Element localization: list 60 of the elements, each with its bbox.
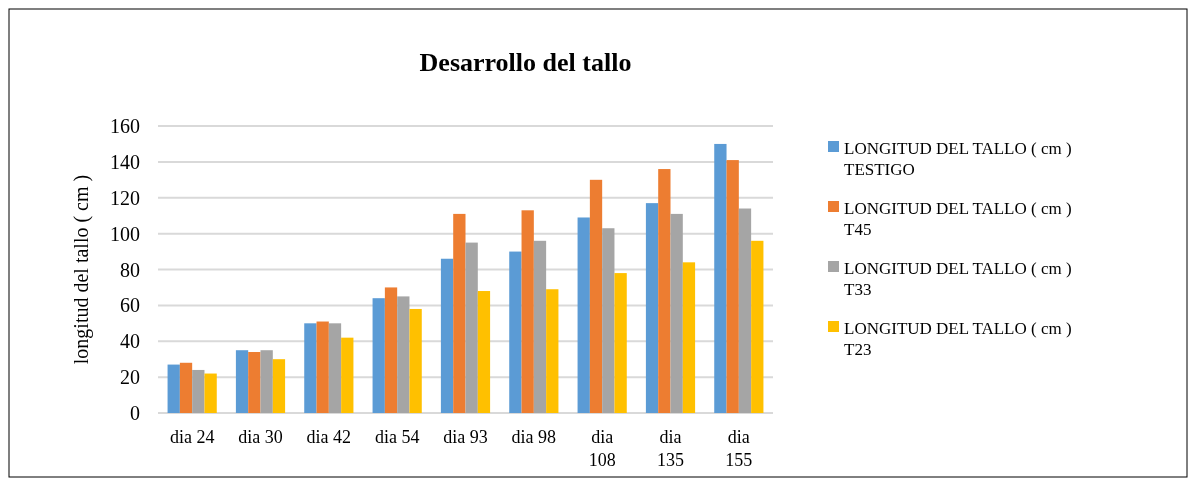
bar — [204, 373, 217, 413]
bar — [179, 362, 193, 413]
bar — [409, 308, 422, 413]
bar — [614, 273, 627, 413]
bar — [372, 298, 385, 413]
bar — [272, 359, 286, 413]
legend-label: LONGITUD DEL TALLO ( cm ) T23 — [844, 318, 1072, 360]
x-tick-label: dia 24 — [169, 427, 215, 447]
bar — [477, 291, 491, 413]
legend-label: LONGITUD DEL TALLO ( cm ) T33 — [844, 258, 1072, 300]
bar — [546, 289, 559, 413]
bar — [658, 169, 671, 413]
x-tick-label: dia 98 — [511, 427, 557, 447]
bar — [521, 210, 534, 413]
bar — [726, 160, 739, 413]
bar — [316, 321, 329, 413]
y-tick-label: 20 — [120, 366, 140, 389]
y-tick-label: 160 — [110, 115, 140, 137]
bar — [682, 262, 696, 413]
bar — [235, 350, 249, 413]
y-tick-label: 80 — [120, 258, 140, 281]
y-tick-label: 60 — [120, 294, 140, 317]
bar — [328, 323, 342, 413]
y-tick-label: 140 — [110, 150, 140, 173]
bar — [670, 213, 683, 413]
bar — [248, 352, 261, 413]
x-tick-label: dia 30 — [238, 427, 283, 447]
bar — [384, 287, 398, 413]
bar — [589, 179, 603, 413]
y-tick-label: 100 — [110, 222, 140, 245]
bar — [465, 242, 478, 413]
bar — [738, 208, 752, 413]
bar — [714, 143, 727, 413]
legend-label: LONGITUD DEL TALLO ( cm ) T45 — [844, 198, 1072, 240]
bar — [397, 296, 410, 413]
bar — [440, 258, 454, 413]
bar — [453, 213, 466, 413]
x-tick-label: dia 93 — [443, 427, 488, 447]
bar — [509, 251, 522, 413]
bar — [533, 240, 547, 413]
bar — [602, 228, 615, 413]
bar — [645, 203, 659, 413]
bar — [304, 323, 317, 413]
bar — [751, 240, 764, 413]
bar — [167, 364, 180, 413]
x-tick-label: dia 108 — [588, 427, 616, 471]
bar — [341, 337, 354, 413]
x-tick-label: dia 54 — [374, 427, 420, 447]
chart-title: Desarrollo del tallo — [419, 48, 632, 77]
bar — [260, 350, 273, 413]
legend-label: LONGITUD DEL TALLO ( cm ) TESTIGO — [844, 138, 1072, 180]
y-tick-label: 40 — [120, 330, 140, 353]
bar — [192, 369, 205, 413]
bar — [577, 217, 590, 413]
y-tick-label: 0 — [130, 402, 140, 424]
x-tick-label: dia 135 — [657, 427, 684, 471]
x-tick-label: dia 155 — [725, 427, 753, 471]
y-axis-title: longitud del tallo ( cm ) — [70, 174, 93, 365]
y-tick-label: 120 — [110, 186, 140, 209]
x-tick-label: dia 42 — [306, 427, 352, 447]
